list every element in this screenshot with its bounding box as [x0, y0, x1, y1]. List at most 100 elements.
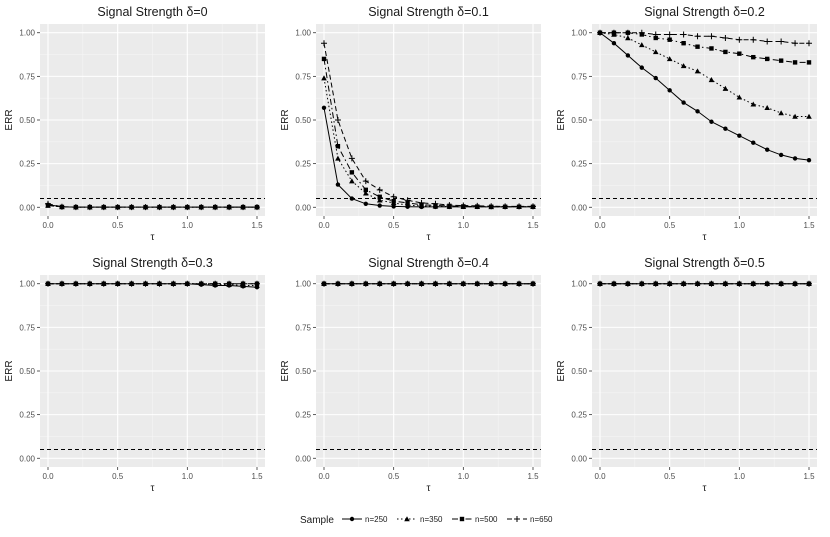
data-point [488, 280, 495, 287]
data-point [806, 113, 812, 119]
y-axis-label: ERR [280, 109, 291, 130]
y-axis-label: ERR [280, 360, 291, 381]
data-point [170, 280, 177, 287]
data-point [694, 33, 701, 40]
data-point [376, 280, 383, 287]
data-point [446, 202, 453, 209]
data-point [348, 155, 355, 162]
data-point [638, 280, 645, 287]
data-point [321, 280, 327, 287]
data-point [86, 204, 93, 211]
data-point [667, 37, 672, 42]
y-tick-label: 0.25 [19, 160, 35, 169]
data-point [680, 63, 687, 69]
panel-3: Signal Strength δ=0.2 0.00 0.25 0.50 0.75 1.0… [556, 5, 817, 243]
data-point [681, 100, 686, 105]
y-tick-label: 0.75 [295, 72, 311, 81]
data-point [736, 94, 743, 100]
data-point [72, 204, 79, 211]
legend-title: Sample [300, 515, 334, 526]
panel-title: Signal Strength δ=0.1 [368, 5, 489, 19]
data-point [184, 280, 191, 287]
x-tick-label: 0.5 [664, 221, 676, 230]
x-tick-label: 1.0 [734, 221, 746, 230]
data-point [736, 280, 743, 287]
data-point [212, 280, 219, 287]
y-tick-label: 0.75 [571, 72, 587, 81]
x-tick-label: 1.0 [182, 472, 194, 481]
data-point [516, 203, 523, 210]
x-axis-label: τ [427, 483, 431, 494]
data-point [404, 197, 411, 204]
data-point [321, 40, 327, 47]
data-point [737, 133, 742, 138]
data-point [460, 202, 467, 209]
data-point [390, 193, 397, 200]
panel-5: Signal Strength δ=0.4 0.00 0.25 0.50 0.75 1.0… [280, 256, 541, 494]
x-tick-label: 0.5 [388, 221, 400, 230]
data-point [625, 35, 631, 41]
data-point [694, 280, 701, 287]
y-tick-label: 0.50 [19, 367, 35, 376]
x-axis-label: τ [151, 483, 155, 494]
data-point [778, 38, 785, 45]
y-axis-label: ERR [556, 360, 567, 381]
data-point [376, 197, 383, 203]
x-tick-label: 1.5 [527, 221, 539, 230]
data-point [335, 182, 341, 187]
data-point [86, 280, 93, 287]
series-n=650 [45, 200, 260, 211]
y-tick-label: 0.25 [295, 411, 311, 420]
data-point [349, 196, 355, 201]
data-point [321, 105, 327, 110]
data-point [156, 280, 163, 287]
series-n=650 [597, 280, 812, 287]
series-line [599, 32, 810, 161]
legend-entry-n=500: n=500 [452, 515, 498, 524]
data-point [610, 280, 617, 287]
y-tick-label: 0.00 [571, 454, 587, 463]
data-point [321, 75, 327, 81]
data-point [418, 280, 425, 287]
data-point [652, 31, 659, 38]
data-point [737, 51, 742, 56]
data-point [611, 41, 617, 46]
x-tick-label: 0.5 [112, 221, 124, 230]
data-point [362, 280, 369, 287]
data-point [348, 280, 355, 287]
panel-title: Signal Strength δ=0.2 [644, 5, 765, 19]
data-point [321, 56, 327, 62]
y-tick-label: 1.00 [571, 29, 587, 38]
data-point [709, 46, 714, 51]
legend-label: n=650 [530, 515, 553, 524]
data-point [709, 119, 714, 124]
data-point [625, 53, 631, 58]
data-point [765, 56, 770, 62]
x-tick-label: 1.5 [251, 472, 263, 481]
data-point [750, 280, 757, 287]
x-axis-label: τ [427, 232, 431, 243]
y-tick-label: 0.75 [19, 323, 35, 332]
x-tick-label: 0.0 [594, 221, 606, 230]
data-point [100, 204, 107, 211]
data-point [666, 31, 673, 38]
y-tick-label: 0.25 [19, 411, 35, 420]
data-point [114, 280, 121, 287]
panel-title: Signal Strength δ=0.5 [644, 256, 765, 270]
y-tick-label: 0.00 [295, 203, 311, 212]
x-tick-label: 0.0 [594, 472, 606, 481]
data-point [792, 40, 799, 47]
data-point [530, 203, 536, 210]
data-point [502, 280, 509, 287]
data-point [58, 280, 65, 287]
data-point [750, 36, 757, 43]
data-point [764, 280, 771, 287]
x-tick-label: 0.0 [42, 221, 54, 230]
data-point [653, 75, 658, 81]
data-point [792, 113, 798, 119]
data-point [254, 280, 260, 287]
legend-key-marker [459, 516, 465, 522]
x-tick-label: 0.0 [42, 472, 54, 481]
data-point [778, 152, 784, 158]
data-point [806, 280, 812, 287]
